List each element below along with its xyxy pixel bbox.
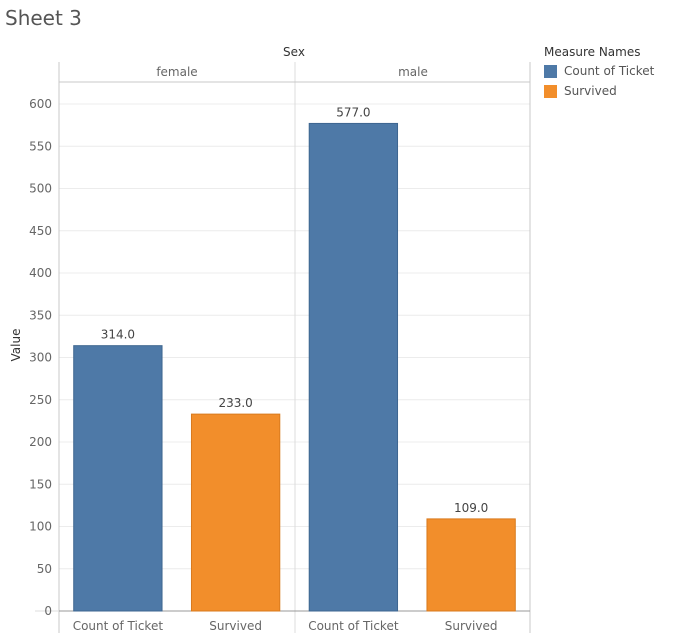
y-tick-label: 400 [29, 266, 52, 280]
y-axis-label: Value [9, 329, 23, 362]
legend-label: Count of Ticket [564, 64, 655, 78]
y-tick-label: 300 [29, 351, 52, 365]
x-tick-label: Count of Ticket [73, 619, 164, 633]
bar-female-survived[interactable] [190, 413, 281, 612]
legend-item-count-of-ticket[interactable]: Count of Ticket [544, 61, 654, 81]
y-axis-ticks: 0 50 100 150 200 250 300 350 400 450 500 550 600 [29, 97, 52, 618]
legend-swatch [544, 84, 557, 98]
column-header-title: Sex [283, 45, 305, 59]
data-label: 233.0 [218, 396, 252, 410]
y-tick-label: 350 [29, 308, 52, 322]
y-tick-label: 600 [29, 97, 52, 111]
panel-header-male: male [398, 65, 428, 79]
bars [73, 122, 516, 612]
legend-title: Measure Names [544, 45, 641, 59]
data-label: 577.0 [336, 105, 370, 119]
chart-frame [35, 62, 531, 633]
bar-chart: Sex female male Value 0 50 100 150 200 250 300… [9, 45, 531, 633]
y-tick-label: 250 [29, 393, 52, 407]
data-labels: 314.0 233.0 577.0 109.0 [101, 105, 489, 514]
y-tick-label: 100 [29, 520, 52, 534]
legend-swatch [544, 64, 557, 78]
x-tick-label: Survived [445, 619, 498, 633]
x-tick-label: Survived [209, 619, 262, 633]
y-tick-label: 200 [29, 435, 52, 449]
x-tick-label: Count of Ticket [308, 619, 399, 633]
data-label: 314.0 [101, 328, 135, 342]
legend-label: Survived [564, 84, 617, 98]
bar-male-count-of-ticket[interactable] [308, 122, 399, 612]
y-tick-label: 450 [29, 224, 52, 238]
bar-male-survived[interactable] [426, 518, 516, 612]
bar-female-count-of-ticket[interactable] [73, 345, 163, 612]
data-label: 109.0 [454, 501, 488, 515]
legend: Measure Names Count of Ticket Survived [544, 45, 654, 101]
x-axis-ticks: Count of Ticket Survived Count of Ticket Su… [73, 619, 498, 633]
legend-item-survived[interactable]: Survived [544, 81, 654, 101]
sheet-title: Sheet 3 [5, 6, 82, 30]
y-tick-label: 50 [37, 562, 52, 576]
y-tick-label: 550 [29, 139, 52, 153]
y-tick-label: 0 [44, 604, 52, 618]
panel-header-female: female [156, 65, 197, 79]
y-tick-label: 500 [29, 182, 52, 196]
y-tick-label: 150 [29, 477, 52, 491]
